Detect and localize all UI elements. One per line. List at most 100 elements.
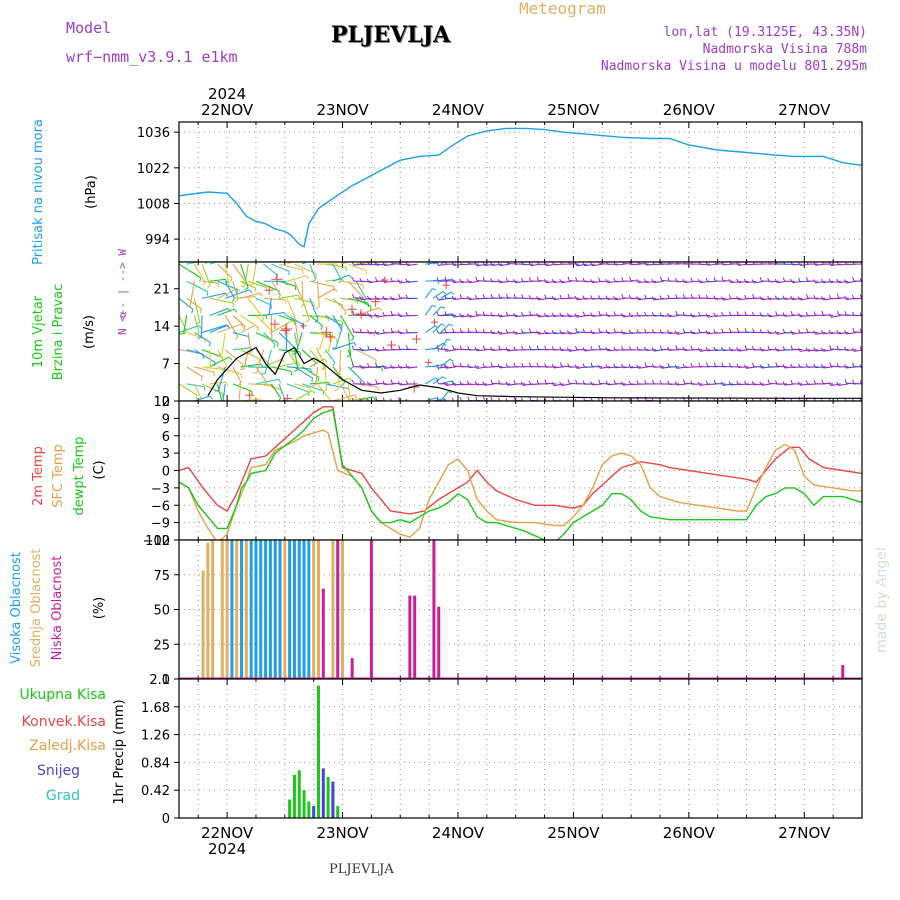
wind-barb [823, 366, 834, 369]
wind-barb [278, 361, 298, 368]
wind-barb [776, 297, 788, 300]
wind-barb-flag [257, 327, 259, 332]
wind-barb-flag [713, 379, 716, 384]
bar-cloud [283, 540, 287, 679]
wind-barb-flag [620, 313, 624, 318]
y-tick-label-temperature: −3 [151, 482, 170, 497]
wind-barb [646, 349, 657, 352]
wind-barb-flag [259, 399, 262, 401]
wind-barb [853, 349, 862, 352]
wind-barb-flag [551, 329, 555, 334]
wind-barb [484, 263, 495, 267]
wind-barb [248, 280, 267, 289]
wind-barb-flag [196, 321, 201, 325]
wind-barb-flag [868, 260, 869, 264]
wind-barb-flag [298, 297, 303, 301]
wind-barb [438, 366, 449, 369]
wind-barb [189, 281, 195, 306]
wind-barb-flag [513, 346, 516, 351]
wind-barb-flag [836, 345, 840, 350]
wind-barb [286, 275, 307, 282]
bottom-day-label: 22NOV [201, 824, 254, 842]
wind-barb [446, 280, 457, 282]
wind-barb-flag [743, 364, 747, 369]
wind-barb [823, 349, 834, 352]
wind-barb [327, 332, 334, 353]
wind-barb-flag [299, 351, 302, 356]
wind-barb-flag [506, 262, 509, 264]
wind-barb-flag [431, 305, 436, 307]
y-tick-label-temperature: −12 [143, 534, 170, 549]
wind-barb [846, 349, 857, 351]
wind-barb-flag [690, 313, 693, 318]
wind-compass-text: N <-- | --> W [116, 249, 129, 335]
wind-barb-flag [613, 277, 616, 282]
wind-barb-flag [598, 277, 601, 282]
wind-barb-flag [744, 262, 747, 265]
wind-barb [830, 332, 841, 335]
bar-precip [336, 806, 340, 818]
wind-barb [599, 297, 611, 300]
wind-barb [492, 332, 503, 334]
wind-barb [200, 315, 203, 338]
wind-barb [576, 263, 587, 267]
y-tick-label-precip: 0.84 [141, 756, 170, 771]
wind-barb [355, 396, 374, 401]
wind-barb [369, 263, 380, 266]
bar-cloud [336, 540, 340, 679]
wind-barb [319, 332, 326, 349]
wind-barb-flag [782, 328, 786, 334]
wind-barb-flag [389, 364, 393, 369]
wind-barb [263, 263, 278, 276]
wind-barb [224, 349, 244, 365]
wind-barb [424, 288, 433, 299]
wind-barb-flag [759, 312, 763, 317]
wind-barb-flag [259, 292, 263, 297]
wind-barb-flag [559, 278, 563, 283]
wind-barb-flag [344, 311, 347, 316]
wind-barb-flag [891, 312, 893, 316]
wind-barb [730, 349, 741, 352]
y-tick-label-temperature: −6 [151, 499, 170, 514]
wind-barb [792, 297, 803, 301]
bar-cloud [841, 665, 845, 679]
wind-barb [623, 314, 634, 318]
wind-barb [255, 280, 280, 292]
wind-barb [838, 280, 849, 284]
wind-barb-flag [543, 312, 547, 317]
wind-barb-flag [743, 278, 747, 283]
wind-barb [309, 263, 317, 280]
wind-barb-flag [760, 262, 763, 265]
wind-barb [877, 350, 887, 351]
wind-barb [815, 332, 826, 335]
wind-barb-flag [605, 380, 609, 385]
wind-barb-flag [844, 295, 847, 300]
wind-barb-flag [369, 306, 372, 311]
wind-barb [217, 288, 238, 299]
wind-barb [384, 297, 395, 301]
wind-barb-flag [597, 397, 601, 401]
wind-barb-flag [629, 262, 632, 265]
wind-barb-flag [805, 311, 809, 316]
wind-barb-flag [375, 396, 378, 401]
wind-barb [186, 332, 206, 340]
wind-barb-flag [351, 345, 355, 350]
wind-barb-flag [774, 330, 778, 335]
wind-barb-flag [375, 379, 378, 384]
wind-barb-flag [690, 380, 693, 385]
wind-barb-flag [338, 279, 342, 284]
wind-barb [271, 320, 293, 334]
wind-barb [661, 332, 672, 334]
wind-barb [376, 382, 387, 385]
wind-barb-flag [536, 362, 539, 367]
wind-barb-flag [884, 362, 885, 366]
series-line-pressure-0 [179, 127, 862, 248]
wind-barb-flag [644, 294, 647, 299]
wind-barb [347, 383, 351, 401]
wind-barb [892, 400, 900, 401]
wind-barb [217, 366, 242, 375]
wind-barb [630, 280, 641, 282]
wind-barb [592, 332, 603, 334]
wind-barb-flag [767, 295, 770, 300]
precip-legend-0: Ukupna Kisa [19, 687, 106, 703]
